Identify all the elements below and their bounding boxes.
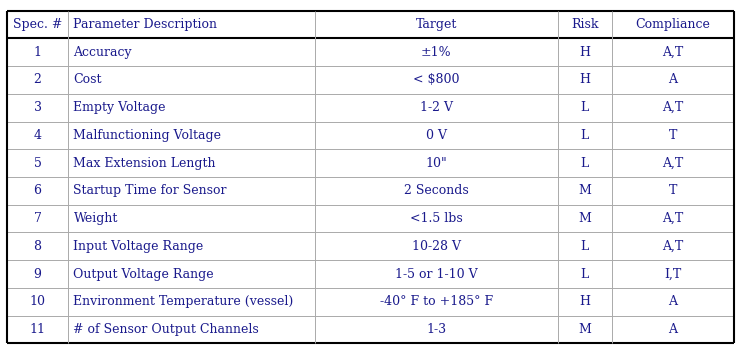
Text: I,T: I,T [664, 268, 681, 281]
Text: Empty Voltage: Empty Voltage [73, 101, 166, 114]
Text: Risk: Risk [571, 18, 599, 31]
Text: L: L [581, 129, 589, 142]
Text: Parameter Description: Parameter Description [73, 18, 218, 31]
Text: 2 Seconds: 2 Seconds [404, 184, 468, 198]
Text: 8: 8 [33, 240, 41, 253]
Text: Max Extension Length: Max Extension Length [73, 156, 216, 170]
Text: H: H [579, 73, 591, 86]
Text: A,T: A,T [662, 46, 683, 59]
Text: Target: Target [416, 18, 457, 31]
Text: < $800: < $800 [413, 73, 459, 86]
Text: 0 V: 0 V [426, 129, 447, 142]
Text: A,T: A,T [662, 212, 683, 225]
Text: 2: 2 [33, 73, 41, 86]
Text: T: T [668, 129, 677, 142]
Text: Accuracy: Accuracy [73, 46, 132, 59]
Text: 3: 3 [33, 101, 41, 114]
Text: A: A [668, 323, 677, 336]
Text: H: H [579, 46, 591, 59]
Text: Spec. #: Spec. # [13, 18, 62, 31]
Text: 5: 5 [33, 156, 41, 170]
Text: 4: 4 [33, 129, 41, 142]
Text: -40° F to +185° F: -40° F to +185° F [379, 295, 493, 308]
Text: Weight: Weight [73, 212, 118, 225]
Text: 1-2 V: 1-2 V [419, 101, 453, 114]
Text: Input Voltage Range: Input Voltage Range [73, 240, 204, 253]
Text: T: T [668, 184, 677, 198]
Text: 9: 9 [33, 268, 41, 281]
Text: Output Voltage Range: Output Voltage Range [73, 268, 214, 281]
Text: M: M [578, 323, 591, 336]
Text: A: A [668, 295, 677, 308]
Text: 1-5 or 1-10 V: 1-5 or 1-10 V [395, 268, 477, 281]
Text: L: L [581, 240, 589, 253]
Text: Environment Temperature (vessel): Environment Temperature (vessel) [73, 295, 293, 308]
Text: A: A [668, 73, 677, 86]
Text: 7: 7 [33, 212, 41, 225]
Text: L: L [581, 268, 589, 281]
Text: 10: 10 [30, 295, 45, 308]
Text: 11: 11 [30, 323, 45, 336]
Text: H: H [579, 295, 591, 308]
Text: M: M [578, 212, 591, 225]
Text: # of Sensor Output Channels: # of Sensor Output Channels [73, 323, 259, 336]
Text: 10-28 V: 10-28 V [412, 240, 461, 253]
Text: L: L [581, 156, 589, 170]
Text: Malfunctioning Voltage: Malfunctioning Voltage [73, 129, 222, 142]
Text: A,T: A,T [662, 101, 683, 114]
Text: <1.5 lbs: <1.5 lbs [410, 212, 462, 225]
Text: 6: 6 [33, 184, 41, 198]
Text: M: M [578, 184, 591, 198]
Text: L: L [581, 101, 589, 114]
Text: 10": 10" [425, 156, 447, 170]
Text: 1-3: 1-3 [426, 323, 446, 336]
Text: Startup Time for Sensor: Startup Time for Sensor [73, 184, 227, 198]
Text: Compliance: Compliance [635, 18, 710, 31]
Text: A,T: A,T [662, 240, 683, 253]
Text: 1: 1 [33, 46, 41, 59]
Text: Cost: Cost [73, 73, 102, 86]
Text: A,T: A,T [662, 156, 683, 170]
Text: ±1%: ±1% [421, 46, 451, 59]
